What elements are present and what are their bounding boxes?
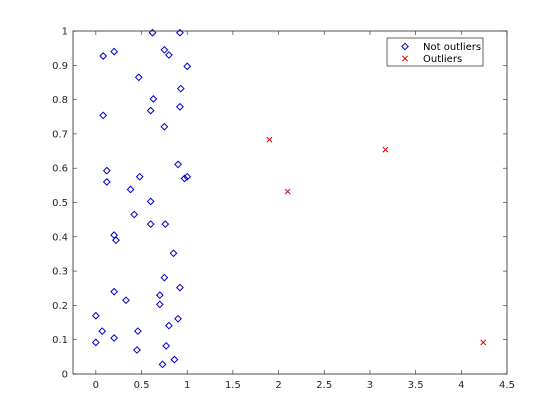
x-tick-labels: 0 0.5 1 1.5 2 2.5 3 3.5 4 4.5	[93, 380, 515, 391]
not-outlier-point	[155, 300, 164, 309]
not-outlier-point	[160, 45, 169, 54]
not-outlier-point	[110, 287, 119, 296]
y-tick-label: 0	[62, 370, 68, 381]
y-tick-label: 0.9	[52, 61, 68, 72]
not-outlier-point	[169, 249, 178, 258]
not-outlier-point	[130, 210, 139, 219]
x-tick-label: 1	[184, 380, 190, 391]
not-outlier-point	[175, 283, 184, 292]
not-outlier-point	[160, 122, 169, 131]
x-tick-label: 4.5	[499, 380, 515, 391]
not-outlier-point	[99, 52, 108, 60]
not-outlier-point	[160, 273, 169, 282]
not-outlier-point	[99, 111, 108, 120]
y-tick-label: 1	[62, 27, 68, 38]
not-outlier-point	[162, 341, 171, 350]
y-tick-label: 0.6	[52, 164, 68, 175]
not-outlier-point	[175, 28, 184, 37]
not-outlier-point	[180, 174, 189, 183]
not-outlier-point	[110, 47, 119, 56]
not-outlier-point	[146, 220, 155, 229]
x-tick-label: 2.5	[316, 380, 332, 391]
x-tick-label: 2	[275, 380, 281, 391]
x-tick-label: 0.5	[134, 380, 150, 391]
axes-box	[72, 30, 508, 375]
x-tick-label: 1.5	[225, 380, 241, 391]
not-outlier-point	[165, 321, 173, 330]
legend-box	[386, 37, 484, 67]
not-outlier-point	[155, 291, 164, 300]
not-outlier-point	[149, 95, 158, 103]
not-outlier-point	[133, 327, 142, 336]
not-outlier-point	[170, 355, 179, 364]
not-outlier-point	[112, 236, 120, 245]
y-tick-label: 0.8	[52, 95, 68, 106]
not-outlier-point	[110, 334, 119, 342]
not-outlier-point	[126, 185, 135, 194]
not-outlier-point	[176, 84, 185, 93]
not-outlier-point	[158, 360, 167, 369]
legend: Not outliers Outliers	[386, 37, 484, 67]
y-tick-labels: 0 0.1 0.2 0.3 0.4 0.5 0.6 0.7 0.8 0.9 1	[52, 27, 68, 381]
not-outlier-point	[102, 178, 111, 186]
legend-label-outliers: Outliers	[423, 54, 462, 65]
legend-diamond-marker	[401, 42, 409, 51]
not-outlier-point	[134, 73, 143, 82]
tick-marks	[73, 30, 508, 375]
x-tick-label: 3	[367, 380, 373, 391]
data-points	[91, 28, 487, 369]
not-outlier-point	[165, 51, 173, 59]
not-outlier-point	[133, 346, 141, 354]
not-outlier-point	[175, 102, 184, 111]
x-tick-label: 0	[93, 380, 99, 391]
legend-marker-not-outliers	[401, 42, 409, 51]
not-outlier-point	[174, 160, 182, 169]
not-outlier-point	[91, 338, 100, 347]
not-outlier-point	[183, 62, 192, 71]
not-outlier-point	[161, 220, 170, 229]
plot-area	[73, 31, 507, 374]
outlier-point	[266, 136, 273, 143]
y-tick-label: 0.1	[52, 335, 68, 346]
x-tick-label: 3.5	[408, 380, 424, 391]
y-tick-label: 0.3	[52, 267, 68, 278]
legend-x-marker	[402, 55, 408, 62]
not-outlier-point	[146, 197, 155, 206]
not-outlier-point	[91, 311, 100, 320]
x-tick-label: 4	[458, 380, 464, 391]
not-outlier-point	[148, 28, 157, 37]
not-outlier-point	[135, 172, 144, 181]
legend-marker-outliers	[402, 55, 408, 62]
outlier-point	[284, 188, 291, 195]
not-outlier-point	[146, 106, 155, 115]
y-tick-label: 0.5	[52, 198, 68, 209]
not-outlier-point	[98, 327, 107, 336]
not-outlier-point	[174, 314, 182, 323]
outlier-point	[480, 339, 487, 346]
legend-label-not-outliers: Not outliers	[423, 42, 481, 53]
y-tick-label: 0.7	[52, 129, 68, 140]
y-tick-label: 0.4	[52, 232, 68, 243]
not-outlier-point	[183, 172, 192, 181]
not-outlier-point	[102, 166, 111, 175]
outlier-point	[382, 146, 389, 153]
y-tick-label: 0.2	[52, 301, 68, 312]
not-outlier-point	[122, 296, 130, 305]
